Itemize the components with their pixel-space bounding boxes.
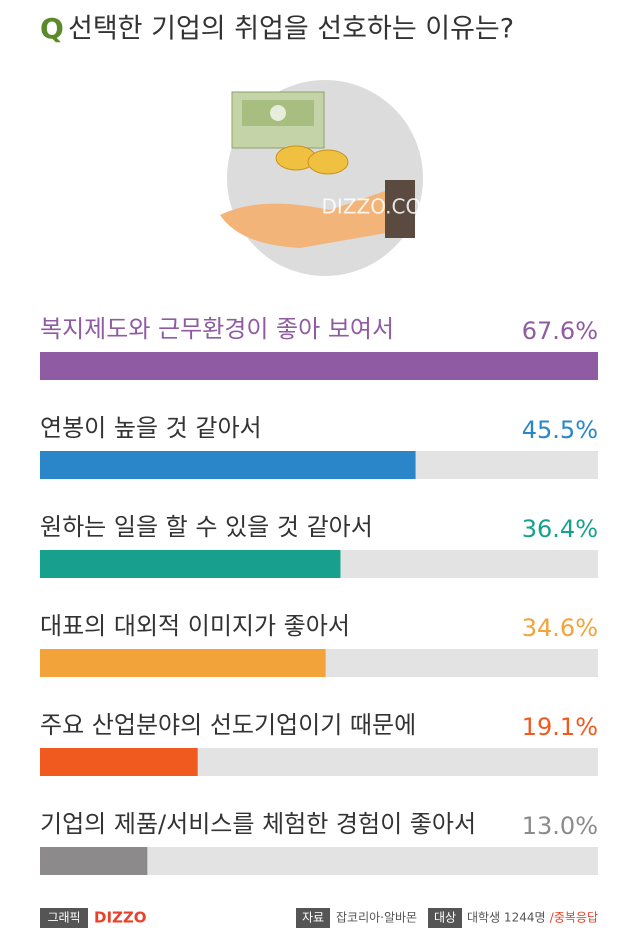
illustration: DIZZO.COM xyxy=(220,80,438,276)
footer-badge xyxy=(428,908,462,928)
value-label: 13.0% xyxy=(522,812,598,840)
target-label: 대상 xyxy=(434,911,456,925)
bill-circle xyxy=(270,105,286,121)
category-label: 복지제도와 근무환경이 좋아 보여서 xyxy=(40,315,394,343)
value-label: 45.5% xyxy=(522,416,598,444)
bar xyxy=(40,550,341,578)
value-label: 19.1% xyxy=(522,713,598,741)
source: 잡코리아·알바몬 xyxy=(336,911,417,925)
value-label: 36.4% xyxy=(522,515,598,543)
coin xyxy=(307,149,349,175)
bar xyxy=(40,352,598,380)
chart-title: 선택한 기업의 취업을 선호하는 이유는? xyxy=(68,14,514,45)
source-label: 자료 xyxy=(302,911,324,925)
hand xyxy=(220,190,392,248)
sleeve xyxy=(385,180,415,238)
watermark: DIZZO.COM xyxy=(322,195,439,219)
category-label: 연봉이 높을 것 같아서 xyxy=(40,414,262,442)
bar xyxy=(40,451,416,479)
category-label: 대표의 대외적 이미지가 좋아서 xyxy=(40,612,350,640)
bar xyxy=(40,847,148,875)
target: 대학생 1244명 xyxy=(467,911,546,925)
graphic-label: 그래픽 xyxy=(47,911,80,925)
bar xyxy=(40,649,326,677)
bar xyxy=(40,748,198,776)
category-label: 원하는 일을 할 수 있을 것 같아서 xyxy=(40,513,373,541)
category-label: 주요 산업분야의 선도기업이기 때문에 xyxy=(40,711,416,739)
value-label: 34.6% xyxy=(522,614,598,642)
note: /중복응답 xyxy=(550,911,598,925)
graphic-by: DIZZO xyxy=(94,909,147,927)
footer-badge xyxy=(296,908,330,928)
footer: 그래픽 DIZZO 자료 잡코리아·알바몬 대상 대학생 1244명 /중복응답 xyxy=(40,908,598,928)
value-label: 67.6% xyxy=(522,317,598,345)
category-label: 기업의 제품/서비스를 체험한 경험이 좋아서 xyxy=(40,810,476,838)
title-prefix: Q xyxy=(40,12,64,45)
footer-badge xyxy=(40,908,88,928)
